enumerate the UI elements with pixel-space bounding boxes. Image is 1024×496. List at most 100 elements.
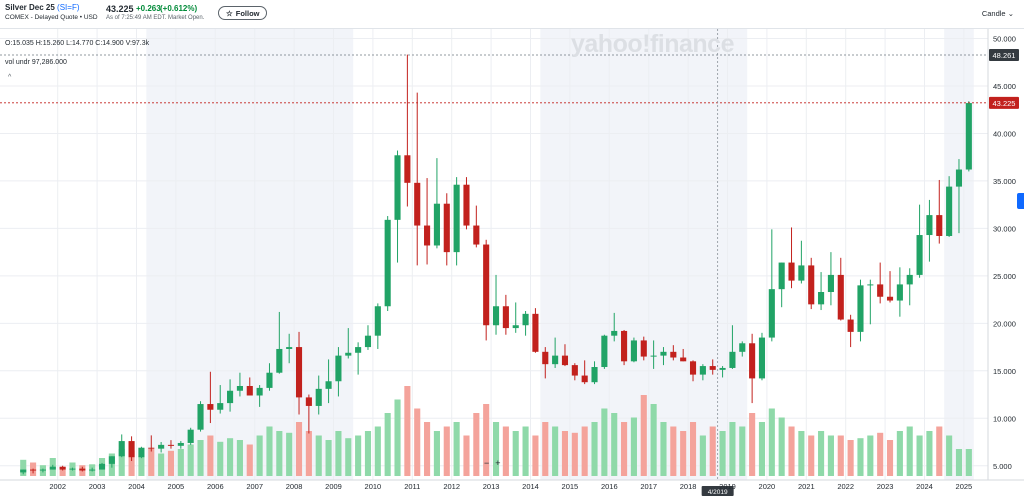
candle-body — [808, 265, 815, 305]
x-tick-label: 2014 — [522, 482, 539, 491]
volume-bar — [808, 435, 815, 476]
last-price-label: 43.225 — [993, 99, 1016, 108]
volume-bar — [404, 386, 411, 476]
candle-body — [246, 386, 253, 396]
y-tick-label: 10.000 — [993, 414, 1016, 423]
y-tick-label: 5.000 — [993, 462, 1012, 471]
candle-body — [768, 289, 775, 338]
volume-bar — [20, 459, 27, 476]
volume-bar — [227, 438, 234, 476]
candle-body — [532, 313, 539, 352]
candle-body — [424, 225, 431, 246]
zoom-out-button[interactable]: − — [484, 458, 490, 468]
candle-body — [729, 351, 736, 368]
candle-body — [98, 463, 106, 470]
candle-body — [108, 456, 115, 464]
candle-body — [680, 357, 687, 362]
x-tick-label: 2006 — [207, 482, 224, 491]
price-change-percent: (+0.612%) — [160, 4, 198, 13]
crosshair-tag — [701, 486, 734, 496]
candle-body — [788, 262, 795, 281]
x-tick-label: 2015 — [562, 482, 579, 491]
volume-bar — [217, 441, 224, 476]
candle-body — [778, 262, 785, 290]
candle-body — [965, 103, 972, 170]
candle-body — [49, 466, 56, 470]
candle-body — [364, 335, 372, 348]
volume-bar — [896, 431, 903, 476]
candle-body — [847, 319, 854, 332]
candle-body — [512, 325, 519, 329]
volume-bar — [749, 413, 756, 476]
volume-bar — [355, 435, 362, 476]
volume-bar — [364, 431, 372, 476]
chart-type-select[interactable]: Candle ⌄ — [982, 9, 1014, 18]
volume-bar — [601, 408, 608, 476]
collapse-legend-icon[interactable]: ^ — [8, 74, 12, 81]
volume-bar — [394, 399, 401, 476]
candle-body — [561, 355, 569, 366]
candle-body — [69, 468, 76, 470]
candle-body — [916, 235, 923, 275]
volume-bar — [621, 422, 628, 476]
candle-body — [522, 313, 529, 326]
candle-body — [571, 365, 578, 376]
ohlc-readout: O:15.035 H:15.260 L:14.770 C:14.900 V:97… — [5, 40, 150, 47]
candle-body — [492, 306, 500, 326]
candle-body — [207, 404, 214, 410]
y-tick-label: 30.000 — [993, 224, 1016, 233]
x-tick-label: 2022 — [837, 482, 854, 491]
volume-bar — [236, 440, 243, 476]
zoom-in-button[interactable]: + — [495, 458, 501, 468]
volume-bar — [581, 426, 588, 476]
volume-bar — [680, 431, 687, 476]
volume-bar — [689, 422, 697, 476]
volume-bar — [552, 426, 559, 476]
highlight-band — [146, 29, 354, 480]
volume-bar — [59, 467, 66, 476]
highlight-band — [944, 29, 974, 480]
y-tick-label: 25.000 — [993, 272, 1016, 281]
candle-body — [453, 184, 460, 253]
candle-body — [955, 169, 963, 187]
candle-body — [640, 340, 647, 357]
volume-bar — [837, 435, 844, 476]
x-tick-label: 2023 — [877, 482, 894, 491]
candle-body — [128, 441, 135, 458]
follow-button[interactable]: ☆ Follow — [218, 6, 268, 20]
volume-bar — [758, 422, 766, 476]
candle-body — [138, 447, 145, 458]
candle-body — [187, 429, 194, 443]
volume-bar — [286, 432, 293, 476]
candle-body — [798, 265, 805, 281]
drawer-tab-handle[interactable] — [1017, 193, 1024, 209]
candle-body — [463, 184, 470, 226]
candle-body — [601, 335, 608, 368]
x-tick-label: 2003 — [89, 482, 106, 491]
volume-bar — [433, 431, 440, 476]
volume-bar — [138, 456, 145, 476]
candle-body — [374, 306, 381, 336]
volume-bar — [335, 431, 342, 476]
x-tick-label: 2020 — [759, 482, 776, 491]
volume-bar — [473, 413, 480, 476]
volume-bar — [670, 426, 677, 476]
volume-bar — [798, 431, 805, 476]
x-tick-label: 2011 — [404, 482, 420, 491]
volume-bar — [276, 431, 283, 476]
x-tick-label: 2010 — [365, 482, 382, 491]
ticker-symbol[interactable]: (SI=F) — [57, 3, 80, 12]
yahoo-finance-watermark: yahoo!finance — [571, 30, 734, 58]
volume-bar — [630, 417, 637, 476]
x-tick-label: 2002 — [49, 482, 66, 491]
candle-body — [433, 203, 440, 246]
candle-body — [315, 388, 322, 406]
volume-bar — [709, 426, 716, 476]
volume-bar — [374, 426, 381, 476]
crosshair-date-label: 4/2019 — [708, 489, 728, 496]
volume-bar — [246, 444, 253, 476]
volume-bar — [128, 450, 135, 476]
x-tick-label: 2025 — [956, 482, 973, 491]
candle-body — [896, 284, 903, 301]
